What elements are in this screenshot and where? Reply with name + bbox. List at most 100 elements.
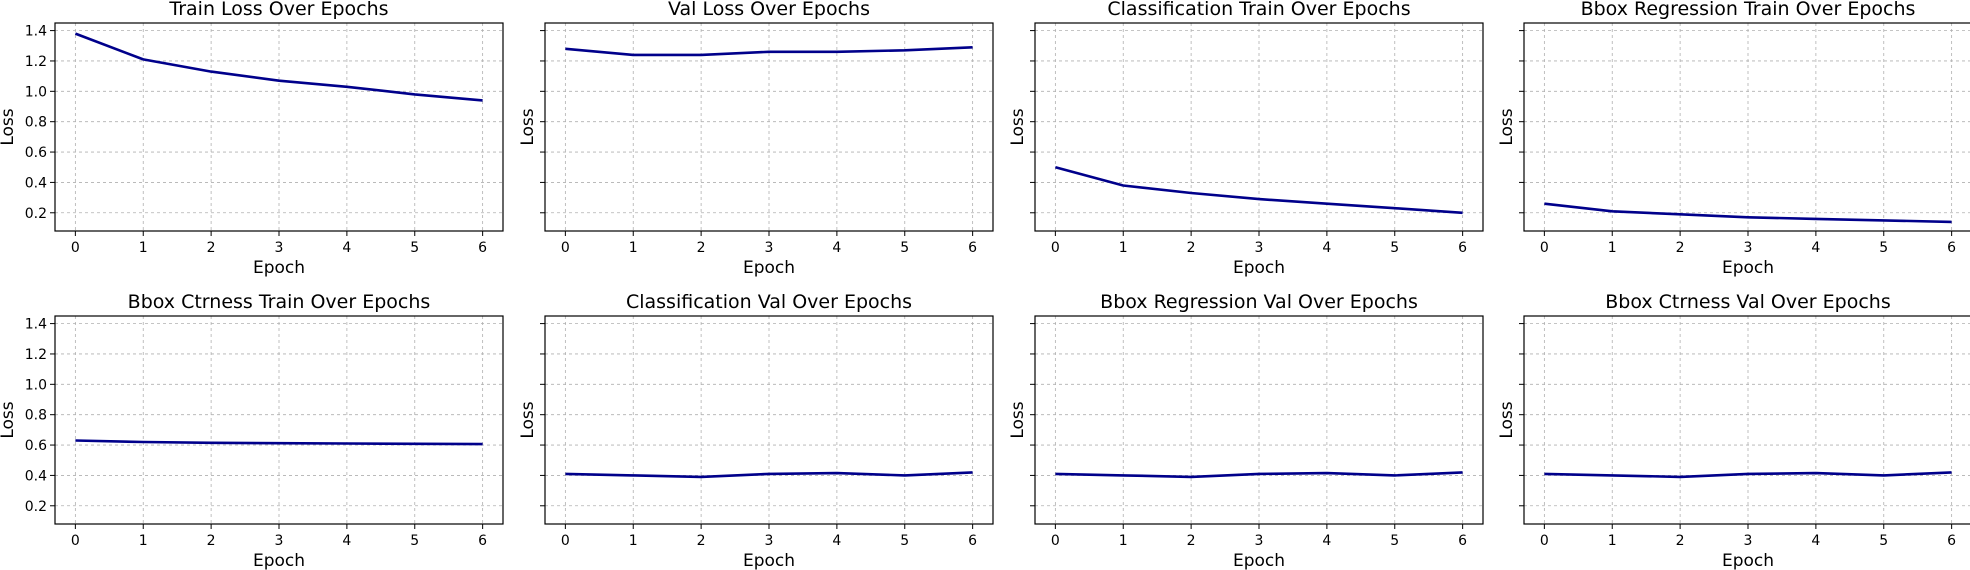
y-tick-label: 1.4 [25, 24, 47, 40]
series-line [75, 439, 483, 446]
y-tick-label: 0.8 [25, 408, 47, 424]
x-tick-label: 3 [1744, 240, 1753, 256]
x-tick-label: 6 [478, 533, 487, 549]
y-tick-label: 1.0 [25, 84, 47, 100]
subplot-2: 0 1 2 3 4 5 6 Val Loss Over Epochs Epoch Loss [518, 0, 994, 278]
x-tick-label: 3 [1255, 240, 1264, 256]
x-tick-label: 6 [968, 533, 977, 549]
x-tick-label: 2 [1676, 533, 1685, 549]
x-tick-label: 5 [1879, 533, 1888, 549]
x-tick-label: 4 [1811, 533, 1820, 549]
x-tick-label: 3 [275, 240, 284, 256]
x-tick-label: 4 [832, 240, 841, 256]
series-line [1544, 471, 1952, 479]
subplot-7: 0 1 2 3 4 5 6 Bbox Regression Val Over Epochs Ep… [1008, 291, 1484, 570]
x-tick-label: 2 [697, 240, 706, 256]
x-tick-label: 6 [1947, 533, 1956, 549]
x-tick-label: 5 [1879, 240, 1888, 256]
y-tick-label: 0.2 [25, 499, 47, 515]
x-tick-label: 6 [968, 240, 977, 256]
x-tick-label: 1 [139, 240, 148, 256]
series-line [1055, 471, 1463, 479]
x-axis-label: Epoch [1722, 551, 1774, 570]
plot-frame [1523, 22, 1970, 232]
y-axis-label: Loss [0, 401, 18, 438]
x-tick-label: 2 [207, 533, 216, 549]
x-tick-label: 6 [478, 240, 487, 256]
x-tick-label: 1 [1608, 533, 1617, 549]
series-line [565, 471, 973, 479]
x-tick-label: 1 [139, 533, 148, 549]
x-tick-label: 0 [561, 533, 570, 549]
y-axis-label: Loss [0, 108, 18, 145]
x-axis-label: Epoch [1722, 258, 1774, 278]
x-tick-label: 3 [275, 533, 284, 549]
x-tick-label: 0 [71, 240, 80, 256]
subplot-title: Bbox Regression Train Over Epochs [1581, 0, 1916, 20]
x-tick-label: 3 [765, 240, 774, 256]
y-axis-label: Loss [1008, 108, 1028, 145]
x-tick-label: 0 [1540, 533, 1549, 549]
x-tick-label: 6 [1458, 240, 1467, 256]
subplot-6: 0 1 2 3 4 5 6 Classification Val Over Epochs Epo… [518, 291, 994, 570]
y-axis-label: Loss [1008, 401, 1028, 438]
subplot-title: Bbox Ctrness Train Over Epochs [128, 291, 431, 313]
x-tick-label: 0 [561, 240, 570, 256]
x-tick-label: 3 [1255, 533, 1264, 549]
x-tick-label: 0 [1051, 533, 1060, 549]
x-tick-label: 4 [342, 240, 351, 256]
y-tick-label: 1.2 [25, 54, 47, 70]
y-axis-label: Loss [518, 108, 538, 145]
x-tick-label: 5 [1390, 240, 1399, 256]
subplot-5: 0 1 2 3 4 5 6 0.2 0.4 0.6 0.8 1.0 1.2 1.4 Bbox Ctrness… [0, 291, 504, 570]
y-tick-label: 0.2 [25, 206, 47, 222]
x-axis-label: Epoch [253, 551, 305, 570]
x-tick-label: 6 [1947, 240, 1956, 256]
subplot-title: Train Loss Over Epochs [168, 0, 388, 20]
y-axis-label: Loss [518, 401, 538, 438]
x-tick-label: 0 [1051, 240, 1060, 256]
x-tick-label: 4 [832, 533, 841, 549]
subplot-title: Classification Val Over Epochs [626, 291, 912, 313]
series-line [565, 46, 973, 57]
subplot-8: 0 1 2 3 4 5 6 Bbox Ctrness Val Over Epochs Epoch… [1497, 291, 1970, 570]
y-tick-label: 0.6 [25, 145, 47, 161]
subplot-title: Bbox Ctrness Val Over Epochs [1605, 291, 1890, 313]
x-tick-label: 4 [1811, 240, 1820, 256]
subplot-3: 0 1 2 3 4 5 6 Classification Train Over Epochs E… [1008, 0, 1484, 278]
subplot-1: 0 1 2 3 4 5 6 0.2 0.4 0.6 0.8 1.0 1.2 1.4 Train Loss O… [0, 0, 504, 278]
x-tick-label: 5 [900, 533, 909, 549]
x-tick-label: 2 [1676, 240, 1685, 256]
y-axis-label: Loss [1497, 401, 1517, 438]
x-tick-label: 1 [629, 533, 638, 549]
x-tick-label: 3 [1744, 533, 1753, 549]
x-axis-label: Epoch [253, 258, 305, 278]
x-tick-label: 6 [1458, 533, 1467, 549]
x-tick-label: 5 [1390, 533, 1399, 549]
subplot-title: Val Loss Over Epochs [668, 0, 870, 20]
y-tick-label: 0.6 [25, 438, 47, 454]
x-tick-label: 2 [697, 533, 706, 549]
x-axis-label: Epoch [743, 551, 795, 570]
plot-frame [1523, 315, 1970, 525]
subplot-title: Classification Train Over Epochs [1107, 0, 1410, 20]
x-axis-label: Epoch [743, 258, 795, 278]
subplot-title: Bbox Regression Val Over Epochs [1100, 291, 1418, 313]
y-tick-label: 1.2 [25, 347, 47, 363]
x-tick-label: 1 [629, 240, 638, 256]
subplot-4: 0 1 2 3 4 5 6 Bbox Regression Train Over Epochs… [1497, 0, 1970, 278]
x-tick-label: 4 [1322, 240, 1331, 256]
x-tick-label: 4 [1322, 533, 1331, 549]
series-line [1055, 165, 1463, 215]
x-tick-label: 4 [342, 533, 351, 549]
x-axis-label: Epoch [1233, 551, 1285, 570]
x-tick-label: 0 [71, 533, 80, 549]
x-tick-label: 5 [410, 533, 419, 549]
y-tick-label: 1.4 [25, 317, 47, 333]
x-axis-label: Epoch [1233, 258, 1285, 278]
x-tick-label: 2 [207, 240, 216, 256]
x-tick-label: 5 [900, 240, 909, 256]
y-tick-label: 0.4 [25, 175, 47, 191]
series-line [74, 32, 483, 102]
